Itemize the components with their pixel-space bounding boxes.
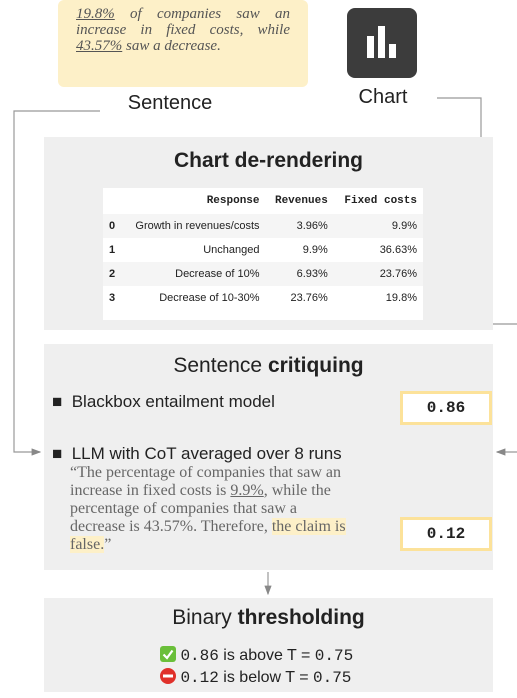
chart-label: Chart xyxy=(358,86,408,108)
text-part: is above T = xyxy=(218,647,315,664)
sentence-part: saw a decrease. xyxy=(122,38,221,54)
text-part: thresholding xyxy=(237,606,365,629)
table-row: 1 Unchanged 9.9% 36.63% xyxy=(103,238,423,262)
header-cell: Fixed costs xyxy=(344,195,417,207)
sentence-arrow xyxy=(13,110,100,456)
table-row: 0 Growth in revenues/costs 3.96% 9.9% xyxy=(103,214,423,238)
table-cell: 3.96% xyxy=(296,220,328,232)
table-cell: 23.76% xyxy=(290,292,328,304)
text-part: is below T = xyxy=(218,669,313,686)
header-row: Response Revenues Fixed costs xyxy=(103,188,423,214)
table-cell: 36.63% xyxy=(379,244,417,256)
text-part: Sentence xyxy=(173,354,268,377)
header-cell: Response xyxy=(206,195,260,207)
table-cell: 9.9% xyxy=(302,244,328,256)
text-part: Binary xyxy=(172,606,238,629)
header-cell: Revenues xyxy=(274,195,328,207)
thresholding-panel: Binary thresholding 0.86 is above T = 0.… xyxy=(44,598,493,692)
table-row: 3 Decrease of 10-30% 23.76% 19.8% xyxy=(103,286,423,310)
text-part: “The percentage of companies that saw an… xyxy=(70,464,341,499)
table-cell: 19.8% xyxy=(385,292,417,304)
table-cell: Growth in revenues/costs xyxy=(135,220,260,232)
table-cell: 23.76% xyxy=(379,268,417,280)
text-part: 0.12 xyxy=(180,669,219,687)
derendering-panel: Chart de-rendering Response Revenues Fixed… xyxy=(44,137,493,330)
item-label: LLM with CoT averaged over 8 runs xyxy=(71,444,342,463)
text-part: 9.9% xyxy=(230,482,264,499)
table-cell: Decrease of 10-30% xyxy=(159,292,260,304)
check-icon xyxy=(160,646,176,662)
sentence-box: 19.8% of companies saw an increase in fi… xyxy=(58,0,308,87)
score: 0.86 xyxy=(400,391,492,425)
header-cell xyxy=(103,188,122,214)
table-wrap: Response Revenues Fixed costs 0 Growth in re… xyxy=(103,188,423,320)
threshold-line: 0.12 is below T = 0.75 xyxy=(160,668,351,687)
score: 0.12 xyxy=(400,517,492,551)
sentence-part: of companies saw an increase in fixed co… xyxy=(76,6,290,38)
table-cell: 1 xyxy=(109,244,116,256)
text-part: , while the percentage of companies that… xyxy=(70,482,331,535)
table-cell: 6.93% xyxy=(296,268,328,280)
sentence-label: Sentence xyxy=(127,92,213,114)
table-cell: 9.9% xyxy=(391,220,417,232)
text-part: 0.86 xyxy=(180,647,219,665)
text-part: ” xyxy=(104,536,112,553)
sentence-part: 19.8% xyxy=(76,6,115,22)
table-cell: Unchanged xyxy=(203,244,260,256)
section-title: Binary thresholding xyxy=(44,606,493,630)
section-title: Chart de-rendering xyxy=(173,149,364,172)
item-label: Blackbox entailment model xyxy=(71,392,275,411)
table-cell: 2 xyxy=(109,268,116,280)
table-cell: 3 xyxy=(109,292,116,304)
table-cell: 0 xyxy=(109,220,116,232)
table-cell: Decrease of 10% xyxy=(175,268,260,280)
stop-icon xyxy=(160,668,176,684)
text-part: 0.75 xyxy=(312,669,352,687)
section-title: Sentence critiquing xyxy=(44,354,493,378)
text-part: critiquing xyxy=(267,354,364,377)
text-part: 0.75 xyxy=(314,647,354,665)
chart-icon xyxy=(347,8,417,78)
data-table: Response Revenues Fixed costs 0 Growth in re… xyxy=(103,188,423,310)
item: ■ Blackbox entailment model xyxy=(52,392,275,411)
critiquing-panel: Sentence critiquing ■ Blackbox entailmen… xyxy=(44,344,493,570)
quote: “The percentage of companies that saw an… xyxy=(70,464,355,554)
table-row: 2 Decrease of 10% 6.93% 23.76% xyxy=(103,262,423,286)
item: ■ LLM with CoT averaged over 8 runs xyxy=(52,444,342,463)
threshold-line: 0.86 is above T = 0.75 xyxy=(160,646,353,665)
sentence-part: 43.57% xyxy=(76,38,123,54)
